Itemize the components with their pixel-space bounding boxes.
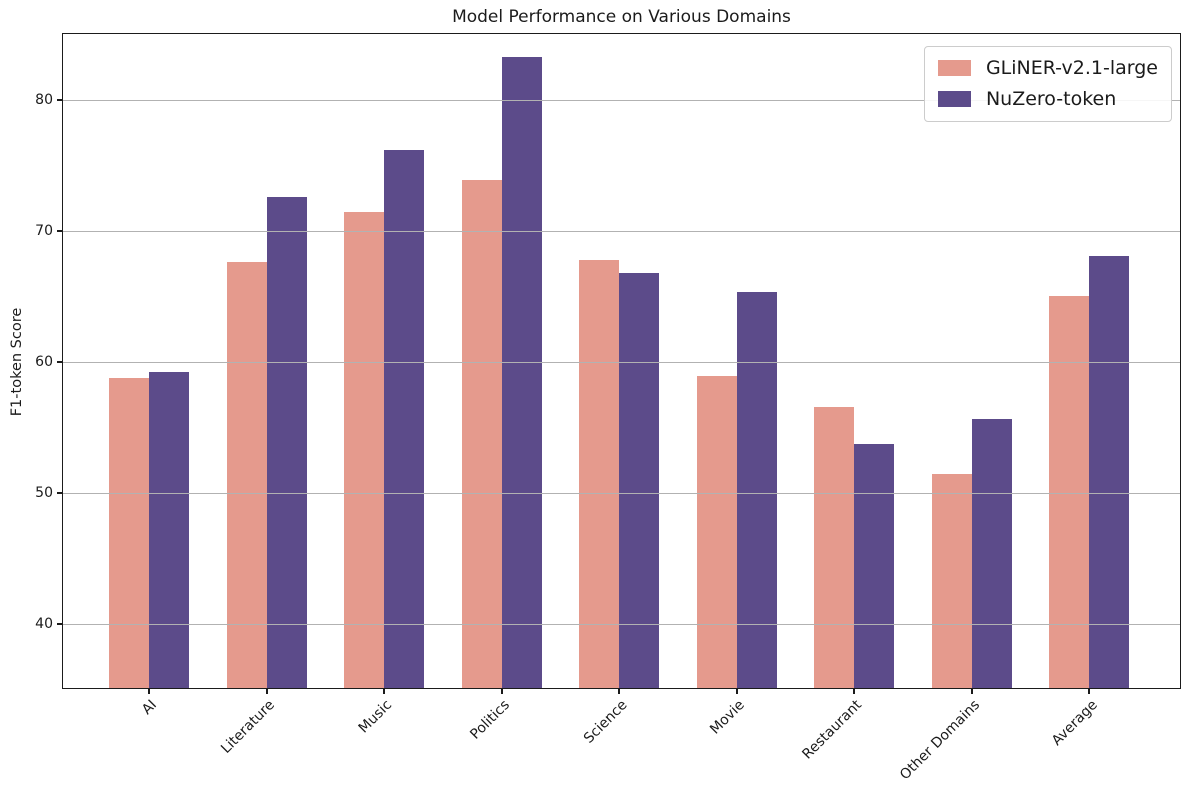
bar-gliner-v2-1-large-politics [461,180,502,688]
y-axis-label: F1-token Score [9,307,25,417]
x-tick-mark-ai [148,688,150,694]
bar-nuzero-token-music [384,150,424,688]
legend-item-gliner: GLiNER-v2.1-large [937,57,1158,80]
x-tick-label-ai: AI [139,697,161,719]
legend: GLiNER-v2.1-large NuZero-token [923,46,1172,122]
x-tick-mark-music [383,688,385,694]
x-tick-mark-literature [265,688,268,694]
x-tick-label-other-domains: Other Domains [896,697,983,784]
legend-label-gliner: GLiNER-v2.1-large [985,57,1158,79]
y-tick-mark-80 [57,98,63,101]
bar-nuzero-token-ai [149,371,189,688]
x-tick-label-science: Science [580,697,631,747]
bar-nuzero-token-literature [266,197,307,688]
bar-nuzero-token-politics [501,56,542,688]
y-tick-mark-40 [57,623,63,626]
legend-swatch-gliner-icon [937,60,971,77]
bar-gliner-v2-1-large-ai [109,378,149,688]
y-tick-label-60: 60 [35,354,53,370]
y-tick-mark-70 [57,229,63,232]
x-tick-label-movie: Movie [707,697,748,738]
y-tick-label-50: 50 [35,485,53,502]
x-tick-label-politics: Politics [467,697,513,743]
bar-gliner-v2-1-large-literature [226,261,267,688]
plot-area: F1-token Score GLiNER-v2.1-large NuZero-… [9,33,1181,783]
gridline-60 [63,362,1180,363]
y-tick-label-80: 80 [35,91,53,108]
x-tick-label-restaurant: Restaurant [799,697,866,763]
bar-gliner-v2-1-large-other-domains [931,474,972,688]
y-tick-label-70: 70 [35,222,53,239]
bar-nuzero-token-movie [736,291,777,688]
bar-gliner-v2-1-large-music [344,211,384,688]
x-tick-mark-restaurant [853,688,855,694]
gridline-70 [63,230,1180,232]
bar-gliner-v2-1-large-science [579,260,619,688]
x-tick-label-music: Music [355,697,396,737]
gridline-40 [63,624,1180,626]
bar-nuzero-token-other-domains [971,419,1012,688]
bar-gliner-v2-1-large-movie [696,375,737,688]
bar-nuzero-token-restaurant [854,443,894,688]
legend-label-nuzero: NuZero-token [985,87,1117,110]
x-tick-mark-average [1088,688,1090,694]
y-tick-label-40: 40 [35,616,53,633]
bar-gliner-v2-1-large-average [1049,295,1089,688]
bar-gliner-v2-1-large-restaurant [814,407,854,688]
x-tick-mark-science [618,688,620,694]
gridline-50 [63,493,1180,495]
x-tick-label-literature: Literature [218,697,278,757]
legend-item-nuzero: NuZero-token [937,87,1158,111]
x-tick-mark-politics [500,688,503,694]
bar-nuzero-token-science [619,273,659,688]
gridline-80 [63,99,1180,101]
x-tick-mark-movie [735,688,738,694]
bar-nuzero-token-average [1089,256,1129,688]
chart-title: Model Performance on Various Domains [452,7,791,27]
legend-swatch-nuzero-icon [937,91,971,108]
y-tick-mark-60 [57,361,63,363]
x-tick-mark-other-domains [970,688,973,694]
x-tick-label-average: Average [1048,697,1101,749]
y-tick-mark-50 [57,492,63,495]
